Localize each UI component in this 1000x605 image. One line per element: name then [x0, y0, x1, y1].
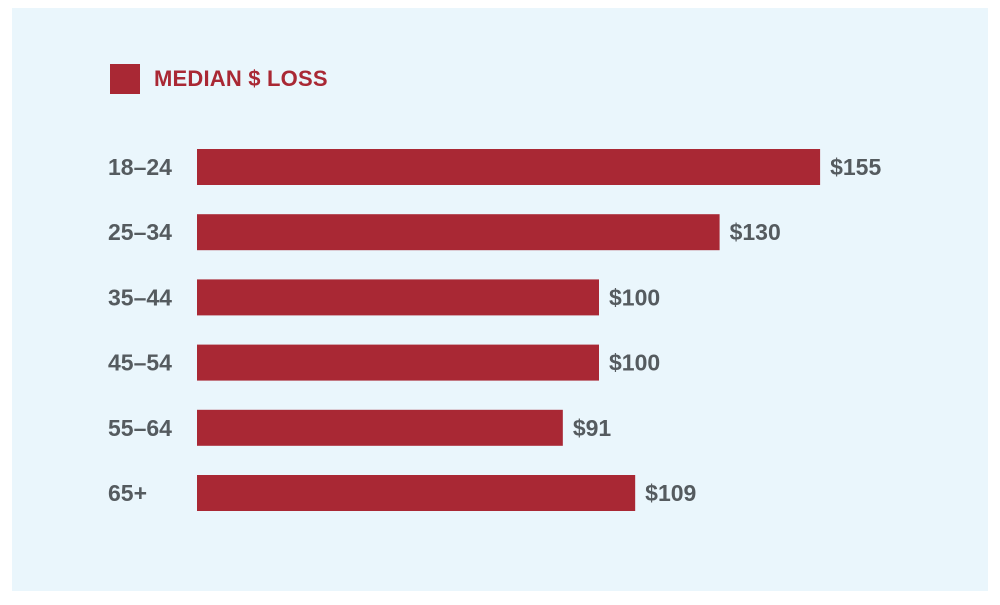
- value-label-4: $91: [573, 415, 612, 441]
- bar-3: [197, 344, 599, 381]
- value-label-3: $100: [609, 350, 660, 376]
- value-label-2: $100: [609, 284, 660, 310]
- category-label-2: 35–44: [108, 284, 172, 310]
- category-label-0: 18–24: [108, 154, 172, 180]
- legend-swatch: [110, 64, 140, 94]
- category-label-4: 55–64: [108, 415, 172, 441]
- legend: MEDIAN $ LOSS: [110, 64, 328, 94]
- legend-label: MEDIAN $ LOSS: [154, 66, 328, 91]
- bar-2: [197, 279, 599, 316]
- category-label-1: 25–34: [108, 219, 172, 245]
- value-label-1: $130: [730, 219, 781, 245]
- bar-5: [197, 475, 636, 511]
- value-label-0: $155: [830, 154, 881, 180]
- bar-4: [197, 409, 563, 446]
- bar-1: [197, 214, 720, 251]
- category-label-5: 65+: [108, 480, 147, 506]
- bar-0: [197, 149, 821, 185]
- value-label-5: $109: [645, 480, 696, 506]
- category-label-3: 45–54: [108, 350, 172, 376]
